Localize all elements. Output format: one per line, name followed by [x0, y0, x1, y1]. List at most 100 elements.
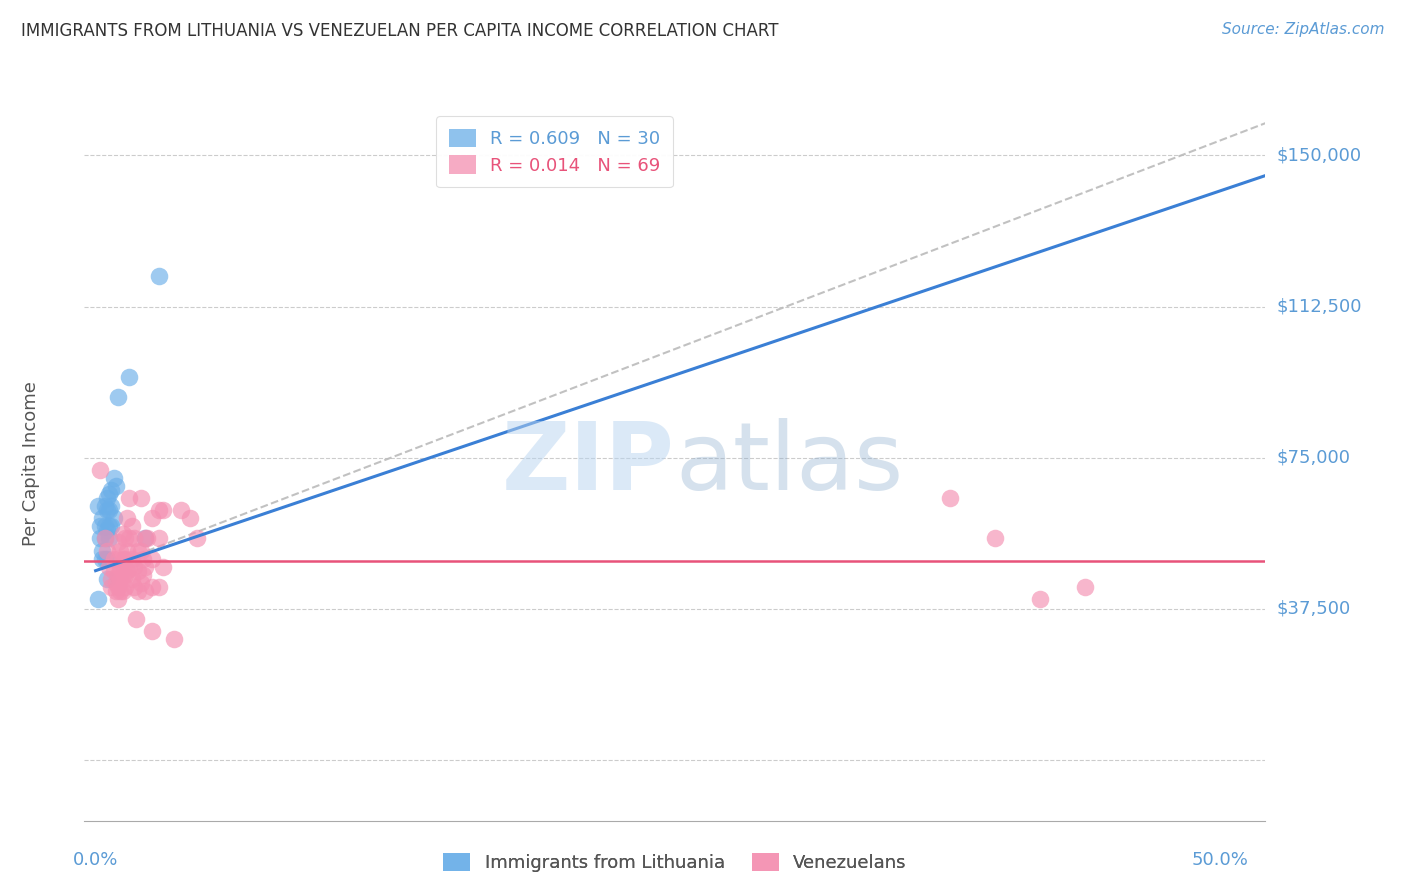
Point [87, 499, 110, 513]
Point [134, 532, 156, 546]
Point [134, 583, 156, 598]
Point [121, 551, 143, 566]
Point [114, 580, 136, 594]
Point [93, 532, 115, 546]
Point [121, 519, 143, 533]
Point [96, 503, 118, 517]
Point [103, 511, 125, 525]
Point [152, 559, 174, 574]
Text: $75,000: $75,000 [1277, 449, 1351, 467]
Point [111, 567, 134, 582]
Point [96, 524, 118, 538]
Point [114, 567, 136, 582]
Point [148, 580, 170, 594]
Point [121, 572, 143, 586]
Point [132, 551, 155, 566]
Point [127, 583, 149, 598]
Text: $37,500: $37,500 [1277, 600, 1351, 618]
Point [148, 269, 170, 284]
Point [163, 632, 186, 647]
Point [984, 532, 1007, 546]
Point [127, 564, 149, 578]
Point [148, 532, 170, 546]
Point [103, 564, 125, 578]
Point [107, 535, 129, 549]
Point [100, 483, 122, 497]
Point [118, 491, 141, 505]
Point [141, 511, 163, 525]
Point [107, 551, 129, 566]
Point [152, 503, 174, 517]
Point [96, 551, 118, 566]
Point [141, 551, 163, 566]
Point [98, 532, 121, 546]
Point [118, 370, 141, 384]
Point [110, 543, 132, 558]
Point [107, 591, 129, 606]
Point [91, 511, 114, 525]
Point [170, 503, 193, 517]
Point [1029, 591, 1052, 606]
Point [122, 580, 145, 594]
Point [118, 532, 141, 546]
Point [110, 583, 132, 598]
Point [148, 503, 170, 517]
Point [111, 583, 134, 598]
Point [100, 572, 122, 586]
Point [115, 564, 138, 578]
Point [129, 491, 152, 505]
Point [1074, 580, 1097, 594]
Point [98, 503, 121, 517]
Point [93, 551, 115, 566]
Point [129, 575, 152, 590]
Point [186, 532, 208, 546]
Point [122, 559, 145, 574]
Text: $150,000: $150,000 [1277, 146, 1361, 164]
Point [114, 551, 136, 566]
Point [134, 532, 156, 546]
Point [100, 499, 122, 513]
Text: $112,500: $112,500 [1277, 298, 1362, 316]
Point [111, 551, 134, 566]
Point [89, 532, 111, 546]
Point [103, 471, 125, 485]
Legend: Immigrants from Lithuania, Venezuelans: Immigrants from Lithuania, Venezuelans [432, 842, 918, 883]
Text: Per Capita Income: Per Capita Income [22, 382, 41, 546]
Point [939, 491, 962, 505]
Point [87, 591, 110, 606]
Text: atlas: atlas [675, 417, 903, 510]
Point [118, 559, 141, 574]
Point [111, 527, 134, 541]
Point [115, 511, 138, 525]
Point [107, 567, 129, 582]
Point [96, 543, 118, 558]
Point [179, 511, 201, 525]
Point [125, 612, 148, 626]
Point [110, 559, 132, 574]
Text: ZIP: ZIP [502, 417, 675, 510]
Point [141, 624, 163, 639]
Point [134, 559, 156, 574]
Point [104, 583, 127, 598]
Point [129, 543, 152, 558]
Text: Source: ZipAtlas.com: Source: ZipAtlas.com [1222, 22, 1385, 37]
Point [107, 580, 129, 594]
Point [93, 499, 115, 513]
Point [96, 491, 118, 505]
Point [100, 580, 122, 594]
Point [110, 572, 132, 586]
Point [89, 519, 111, 533]
Point [93, 532, 115, 546]
Point [132, 567, 155, 582]
Point [103, 551, 125, 566]
Text: 50.0%: 50.0% [1192, 851, 1249, 869]
Point [107, 390, 129, 404]
Text: 0.0%: 0.0% [73, 851, 118, 869]
Point [114, 532, 136, 546]
Point [91, 551, 114, 566]
Point [104, 575, 127, 590]
Point [115, 543, 138, 558]
Point [98, 487, 121, 501]
Point [141, 580, 163, 594]
Point [122, 532, 145, 546]
